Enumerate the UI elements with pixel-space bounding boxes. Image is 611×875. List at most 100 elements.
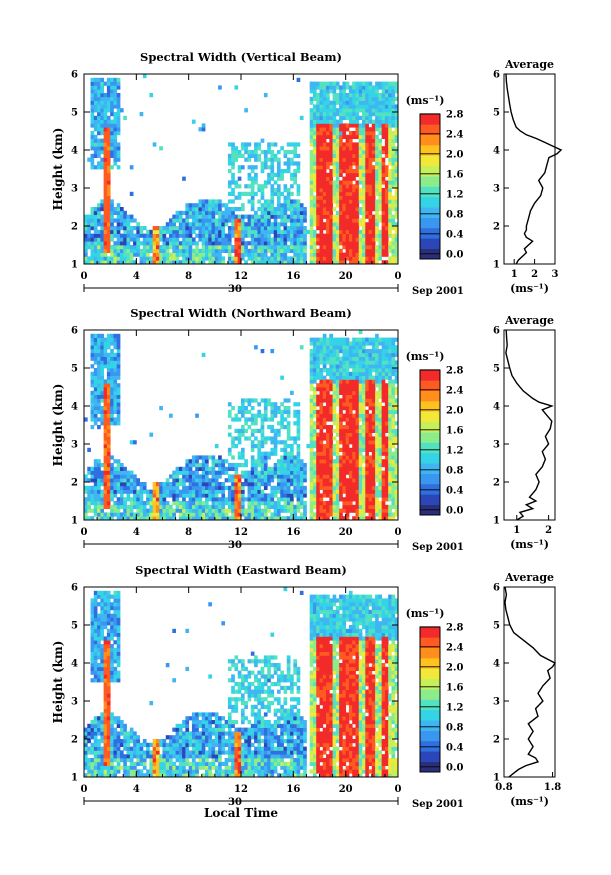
heatmap-cell: [329, 142, 333, 147]
heatmap-cell: [394, 169, 399, 174]
heatmap-cell: [355, 444, 360, 449]
heatmap-cell: [227, 504, 232, 509]
heatmap-cell: [214, 229, 219, 234]
heatmap-cell: [342, 256, 347, 261]
heatmap-cell: [378, 104, 383, 109]
heatmap-cell: [332, 233, 337, 238]
heatmap-cell: [290, 497, 294, 502]
heatmap-cell: [335, 245, 340, 250]
heatmap-cell: [309, 195, 314, 200]
heatmap-cell: [368, 390, 373, 395]
heatmap-cell: [352, 218, 356, 223]
heatmap-cell: [178, 466, 183, 471]
heatmap-cell: [270, 501, 275, 506]
heatmap-cell: [169, 222, 173, 227]
heatmap-cell: [299, 485, 304, 490]
heatmap-cell: [375, 413, 379, 418]
heatmap-cell: [119, 501, 124, 506]
heatmap-cell: [368, 394, 373, 399]
heatmap-cell: [352, 153, 356, 158]
heatmap-cell: [103, 256, 108, 261]
heatmap-cell: [335, 504, 340, 509]
heatmap-cell: [136, 226, 140, 231]
heatmap-cell: [224, 237, 229, 242]
heatmap-cell: [263, 455, 268, 460]
heatmap-cell: [352, 89, 356, 94]
heatmap-cell: [260, 218, 265, 223]
heatmap-cell: [342, 112, 347, 117]
heatmap-cell: [123, 497, 127, 502]
heatmap-cell: [224, 233, 229, 238]
heatmap-cell: [371, 150, 376, 155]
heatmap-cell: [309, 421, 314, 426]
heatmap-cell: [293, 142, 297, 147]
heatmap-cell: [244, 214, 248, 219]
heatmap-cell: [326, 356, 330, 361]
heatmap-cell: [244, 516, 248, 521]
heatmap-cell: [332, 459, 337, 464]
heatmap-cell: [103, 364, 108, 369]
heatmap-cell: [352, 256, 356, 261]
heatmap-cell: [355, 455, 360, 460]
heatmap-cell: [142, 74, 147, 79]
heatmap-cell: [97, 127, 101, 132]
heatmap-cell: [375, 489, 379, 494]
heatmap-cell: [224, 245, 229, 250]
heatmap-cell: [368, 142, 373, 147]
heatmap-cell: [368, 222, 373, 227]
heatmap-cell: [375, 153, 379, 158]
heatmap-cell: [237, 455, 242, 460]
heatmap-cell: [312, 241, 317, 246]
heatmap-cell: [198, 493, 203, 498]
heatmap-cell: [316, 466, 320, 471]
heatmap-cell: [182, 241, 186, 246]
colorbar-swatch: [420, 124, 440, 136]
heatmap-cell: [290, 474, 294, 479]
heatmap-cell: [368, 153, 373, 158]
heatmap-cell: [241, 398, 245, 403]
heatmap-cell: [241, 482, 245, 487]
heatmap-cell: [312, 421, 317, 426]
heatmap-cell: [247, 226, 252, 231]
heatmap-cell: [283, 409, 288, 414]
heatmap-cell: [375, 364, 379, 369]
heatmap-cell: [286, 516, 291, 521]
heatmap-cell: [90, 161, 95, 166]
heatmap-cell: [381, 165, 386, 170]
heatmap-cell: [342, 260, 347, 265]
heatmap-cell: [250, 398, 255, 403]
heatmap-cell: [237, 169, 242, 174]
heatmap-cell: [365, 455, 369, 460]
heatmap-cell: [348, 210, 353, 215]
heatmap-cell: [250, 169, 255, 174]
heatmap-cell: [188, 241, 193, 246]
heatmap-cell: [352, 451, 356, 456]
heatmap-cell: [322, 474, 327, 479]
heatmap-cell: [355, 387, 360, 392]
heatmap-cell: [365, 466, 369, 471]
heatmap-cell: [178, 229, 183, 234]
heatmap-cell: [352, 349, 356, 354]
heatmap-cell: [319, 245, 324, 250]
heatmap-cell: [133, 482, 137, 487]
heatmap-cell: [113, 157, 118, 162]
heatmap-cell: [254, 398, 258, 403]
heatmap-cell: [231, 218, 235, 223]
heatmap-cell: [205, 501, 209, 506]
heatmap-cell: [247, 417, 252, 422]
heatmap-cell: [375, 115, 379, 120]
heatmap-cell: [106, 176, 111, 181]
heatmap-cell: [290, 516, 294, 521]
heatmap-cell: [335, 210, 340, 215]
heatmap-cell: [198, 199, 203, 204]
heatmap-cell: [133, 218, 137, 223]
heatmap-cell: [319, 466, 324, 471]
heatmap-cell: [280, 409, 284, 414]
heatmap-cell: [378, 417, 383, 422]
heatmap-cell: [244, 229, 248, 234]
heatmap-cell: [273, 485, 278, 490]
heatmap-cell: [116, 218, 121, 223]
heatmap-cell: [312, 161, 317, 166]
heatmap-cell: [270, 161, 275, 166]
heatmap-cell: [371, 191, 376, 196]
